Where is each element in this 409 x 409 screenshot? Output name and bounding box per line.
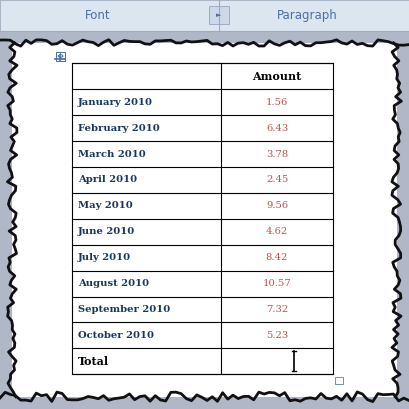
Text: June 2010: June 2010 [78,227,135,236]
Text: 9.56: 9.56 [266,201,288,210]
Text: 1.56: 1.56 [266,98,288,107]
Text: May 2010: May 2010 [78,201,133,210]
Text: Amount: Amount [252,71,302,82]
Text: February 2010: February 2010 [78,124,160,133]
Text: 5.23: 5.23 [266,331,288,340]
Text: 6.43: 6.43 [266,124,288,133]
Text: ✥: ✥ [56,52,64,61]
Text: 3.78: 3.78 [266,150,288,159]
Text: September 2010: September 2010 [78,305,170,314]
Text: 8.42: 8.42 [266,253,288,262]
Text: 10.57: 10.57 [263,279,292,288]
Text: March 2010: March 2010 [78,150,146,159]
FancyBboxPatch shape [56,52,65,61]
Text: January 2010: January 2010 [78,98,153,107]
Text: April 2010: April 2010 [78,175,137,184]
Text: ►: ► [216,12,222,18]
FancyBboxPatch shape [12,43,397,397]
Text: 4.62: 4.62 [266,227,288,236]
Text: Paragraph: Paragraph [276,9,337,22]
Text: 7.32: 7.32 [266,305,288,314]
FancyBboxPatch shape [0,0,409,31]
Text: July 2010: July 2010 [78,253,131,262]
Text: Total: Total [78,356,109,367]
FancyBboxPatch shape [72,63,333,374]
FancyBboxPatch shape [209,6,229,25]
Text: Font: Font [85,9,111,22]
Text: 2.45: 2.45 [266,175,288,184]
Text: August 2010: August 2010 [78,279,149,288]
FancyBboxPatch shape [335,377,343,384]
Text: October 2010: October 2010 [78,331,154,340]
